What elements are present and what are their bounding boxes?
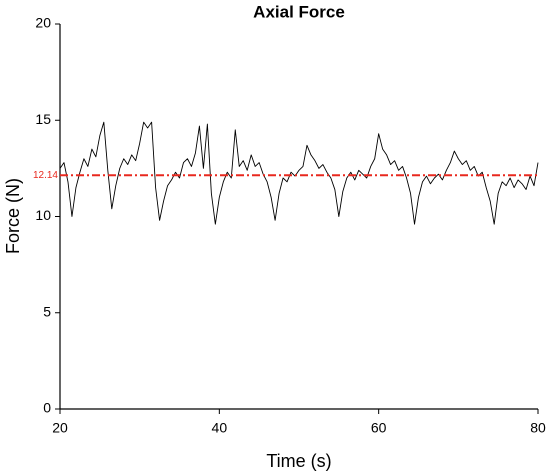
y-axis-label: Force (N): [3, 178, 23, 254]
chart-title: Axial Force: [253, 2, 345, 21]
x-tick-label: 80: [530, 420, 546, 436]
data-line: [59, 121, 539, 225]
x-tick-label: 60: [371, 420, 387, 436]
y-tick-label: 0: [43, 400, 51, 416]
y-tick-label: 20: [35, 15, 51, 31]
y-tick-label: 10: [35, 207, 51, 223]
x-tick-label: 20: [52, 420, 68, 436]
x-axis-label: Time (s): [266, 451, 331, 471]
y-tick-label: 15: [35, 111, 51, 127]
y-tick-label: 5: [43, 303, 51, 319]
reference-label: 12.14: [33, 170, 58, 181]
x-tick-label: 40: [212, 420, 228, 436]
